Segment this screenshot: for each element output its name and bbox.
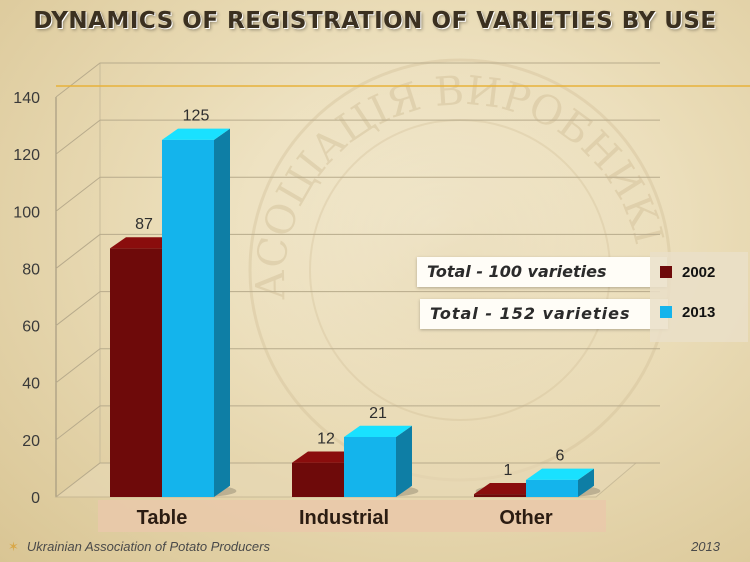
y-tick-100: 100: [13, 204, 40, 221]
data-labels: 87 125 12 21 1 6: [135, 108, 564, 479]
bar-other-2013: [526, 468, 601, 497]
footer-year: 2013: [691, 539, 720, 554]
total-2013-annotation: Total - 152 varieties: [420, 299, 668, 329]
category-label-industrial: Industrial: [299, 507, 389, 529]
category-label-table: Table: [137, 507, 188, 529]
category-label-other: Other: [499, 507, 553, 529]
gridline-100: [55, 176, 660, 212]
watermark-seal: АСОЦІАЦІЯ ВИРОБНИКІВ КАРТОПЛІ: [0, 0, 685, 495]
gridline-120: [55, 119, 660, 155]
gridline-60: [55, 291, 660, 326]
y-tick-120: 120: [13, 147, 40, 164]
legend-label-2013: 2013: [682, 303, 716, 321]
bar-table-2013: [162, 128, 237, 497]
category-axis-band: [98, 500, 606, 532]
legend-swatch-2013: [660, 306, 672, 318]
star-icon: ✶: [8, 539, 19, 554]
data-label-industrial-2013: 21: [369, 405, 387, 422]
chart-title: DYNAMICS OF REGISTRATION OF VARIETIES BY…: [33, 8, 717, 34]
y-tick-80: 80: [22, 261, 40, 278]
data-label-table-2013: 125: [183, 108, 210, 125]
footer-organization-text: Ukrainian Association of Potato Producer…: [26, 539, 270, 554]
footer-organization: ✶ Ukrainian Association of Potato Produce…: [8, 539, 270, 555]
y-tick-20: 20: [22, 433, 40, 450]
category-labels: Table Industrial Other: [137, 507, 553, 529]
data-label-table-2002: 87: [135, 216, 153, 233]
gridline-80: [55, 233, 660, 269]
y-tick-0: 0: [31, 490, 40, 507]
y-tick-60: 60: [22, 319, 40, 336]
gridline-40: [55, 348, 660, 384]
bars: [110, 128, 601, 497]
legend-item-2013: 2013: [660, 301, 715, 323]
data-label-industrial-2002: 12: [317, 431, 335, 448]
y-axis-ticks: 0 20 40 60 80 100 120 140: [13, 90, 40, 507]
total-2002-annotation: Total - 100 varieties: [417, 257, 667, 287]
plot-area: [55, 63, 101, 497]
bar-industrial-2013: [344, 425, 419, 497]
data-label-other-2002: 1: [504, 462, 513, 479]
legend-item-2002: 2002: [660, 261, 715, 283]
legend-swatch-2002: [660, 266, 672, 278]
data-label-other-2013: 6: [556, 448, 565, 465]
y-tick-40: 40: [22, 376, 40, 393]
legend-label-2002: 2002: [682, 263, 716, 281]
y-tick-140: 140: [13, 90, 40, 107]
gridline-20: [55, 405, 660, 441]
